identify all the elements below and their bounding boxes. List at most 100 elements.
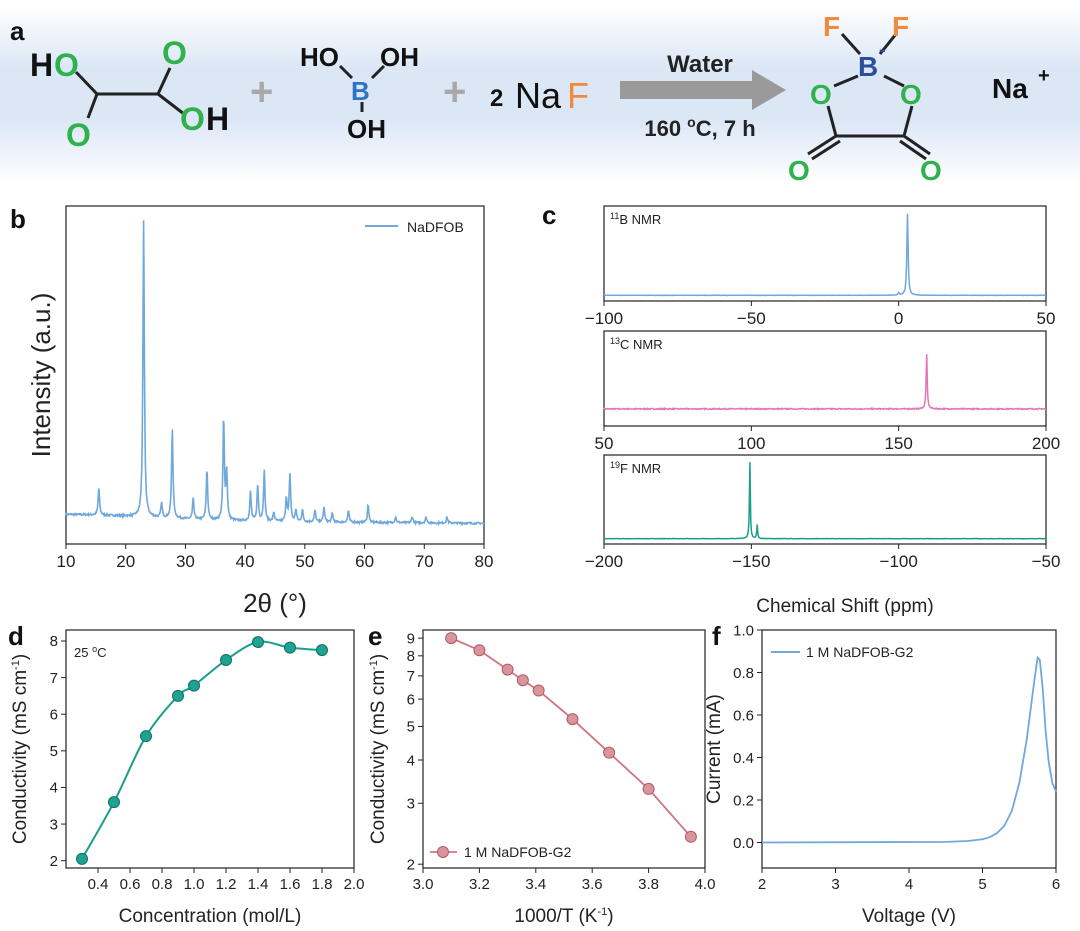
- scheme-banner: [0, 5, 1080, 183]
- x-tick-label: 1.6: [280, 876, 301, 893]
- oxalic-o1: O: [54, 47, 79, 83]
- y-tick-label: 6: [50, 706, 58, 723]
- product-bond: [902, 105, 914, 137]
- conductivity-concentration-chart: d 0.4 0.6 0.8 1.0 1.2 1.4 1.6 1.8 2.0 2 3 4 5 6 7 8 Co…: [8, 621, 364, 927]
- e-y-axis-label: Conductivity (mS cm-1): [368, 654, 389, 844]
- d-x-axis-label: Concentration (mol/L): [119, 906, 302, 927]
- product-bond: [883, 74, 905, 88]
- x-tick-label: 40: [236, 552, 255, 571]
- x-tick-label: 1.8: [312, 876, 333, 893]
- e-legend-label: 1 M NaDFOB-G2: [464, 844, 572, 860]
- arrow-shaft: [620, 81, 755, 99]
- e-series-line: [450, 637, 692, 838]
- f-plot-frame: [761, 629, 1057, 869]
- x-tick-label: 50: [1037, 309, 1056, 328]
- xrd-y-axis-label: Intensity (a.u.): [26, 293, 56, 458]
- x-tick-label: 10: [57, 552, 76, 571]
- y-tick-label: 8: [50, 633, 58, 650]
- y-tick-label: 2: [407, 856, 415, 873]
- x-tick-label: 0.4: [88, 876, 109, 893]
- x-tick-label: −150: [732, 552, 770, 571]
- boric-b: B: [351, 76, 370, 106]
- y-tick-label: 1.0: [733, 622, 754, 639]
- x-tick-label: 80: [475, 552, 494, 571]
- oxalic-bond: [157, 92, 185, 116]
- f-x-axis: 2 3 4 5 6: [758, 868, 1060, 893]
- plus-sign: +: [250, 70, 273, 114]
- xrd-legend-label: NaDFOB: [407, 219, 464, 235]
- x-tick-label: 1.0: [184, 876, 205, 893]
- naf-coefficient: 2: [490, 85, 503, 112]
- d-y-axis-label: Conductivity (mS cm-1): [10, 654, 31, 844]
- naf-f: F: [567, 75, 589, 116]
- x-tick-label: 2: [758, 876, 766, 893]
- x-tick-label: 4: [905, 876, 913, 893]
- e-x-axis: 3.0 3.2 3.4 3.6 3.8 4.0: [413, 868, 716, 893]
- oxalic-h1: H: [30, 47, 53, 83]
- x-tick-label: −100: [880, 552, 918, 571]
- nmr-c-x-axis: 50 100 150 200: [595, 426, 1060, 453]
- x-tick-label: 60: [355, 552, 374, 571]
- x-tick-label: 3.2: [469, 876, 490, 893]
- d-plot-frame: [65, 629, 355, 869]
- d-y-axis: 2 3 4 5 6 7 8: [50, 633, 66, 870]
- nmr-x-axis-label: Chemical Shift (ppm): [756, 596, 933, 617]
- e-data-point: [532, 684, 545, 697]
- xrd-x-axis-label: 2θ (°): [243, 588, 307, 618]
- reaction-scheme: a H O O O O H + HO OH B OH +: [0, 5, 1080, 186]
- x-tick-label: 20: [116, 552, 135, 571]
- x-tick-label: 3: [831, 876, 839, 893]
- x-tick-label: 50: [295, 552, 314, 571]
- boric-oh2: OH: [347, 114, 386, 144]
- arrhenius-chart: e 3.0 3.2 3.4 3.6 3.8 4.0 2 3 4 5 6 7 89 Conductivi…: [368, 621, 715, 927]
- arrow-condition-solvent: Water: [667, 51, 733, 78]
- x-tick-label: 200: [1032, 434, 1060, 453]
- x-tick-label: 4.0: [695, 876, 716, 893]
- y-tick-label: 0.4: [733, 750, 754, 767]
- plus-sign: +: [443, 70, 466, 114]
- product-o4: O: [920, 155, 942, 186]
- product-bond: [826, 105, 838, 137]
- x-tick-label: 3.6: [582, 876, 603, 893]
- d-data-point: [172, 689, 184, 702]
- y-tick-label: 0.6: [733, 707, 754, 724]
- e-series-points: [445, 632, 697, 843]
- e-data-point: [501, 663, 514, 676]
- d-data-point: [108, 796, 120, 809]
- x-tick-label: 50: [595, 434, 614, 453]
- y-tick-label: 0.0: [733, 835, 754, 852]
- nmr-f-series-line: [603, 462, 1047, 540]
- xrd-series-line: [65, 220, 485, 527]
- f-series-line: [761, 655, 1057, 844]
- nmr-f-label: 19F NMR: [610, 460, 661, 476]
- d-data-point: [316, 644, 328, 657]
- y-tick-label: 4: [407, 752, 415, 769]
- product-bond: [833, 74, 859, 88]
- f-x-axis-label: Voltage (V): [862, 906, 956, 927]
- product-bond: [807, 134, 837, 156]
- boric-ho: HO: [300, 42, 339, 72]
- oxalic-acid: H O O O O H: [30, 35, 229, 153]
- panel-letter-f: f: [712, 621, 721, 651]
- product-bond: [811, 139, 841, 161]
- xrd-plot-frame: [65, 205, 485, 545]
- boric-acid: HO OH B OH: [300, 42, 419, 144]
- x-tick-label: 150: [884, 434, 912, 453]
- product-bond: [899, 139, 927, 161]
- e-data-point: [473, 644, 486, 657]
- y-tick-label: 3: [50, 816, 58, 833]
- x-tick-label: 3.8: [638, 876, 659, 893]
- f-y-axis-label: Current (mA): [704, 694, 725, 804]
- product-o2: O: [900, 79, 922, 110]
- e-plot-frame: [422, 629, 706, 869]
- y-tick-label: 5: [407, 719, 415, 736]
- nmr-b-x-axis: −100 −50 0 50: [585, 301, 1056, 328]
- product-bond: [878, 33, 898, 55]
- reaction-arrow: Water 160 oC, 7 h: [620, 51, 786, 141]
- e-x-axis-label: 1000/T (K-1): [514, 906, 613, 927]
- e-data-point: [516, 674, 529, 687]
- sodium-fluoride: 2 Na F: [490, 75, 589, 116]
- y-tick-label: 5: [50, 743, 58, 760]
